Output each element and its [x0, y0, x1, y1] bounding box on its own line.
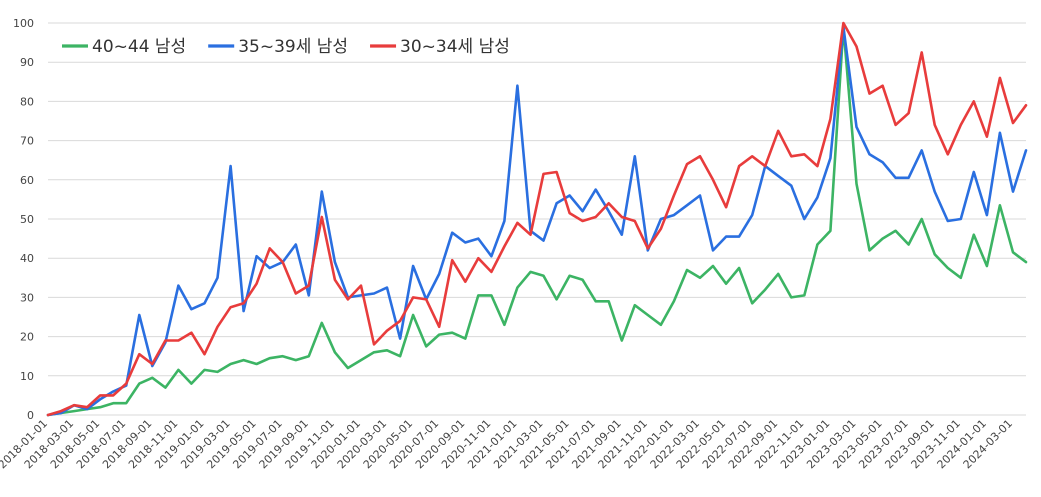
legend: 40~44 남성 35~39세 남성 30~34세 남성	[62, 37, 510, 57]
series-line-1	[48, 27, 1026, 415]
y-tick-label: 60	[20, 174, 34, 187]
x-axis-tick-labels: 2018-01-012018-03-012018-05-012018-07-01…	[0, 417, 1015, 471]
y-tick-label: 10	[20, 370, 34, 383]
y-axis-tick-labels: 0 10 20 30 40 50 60 70 80 90 100	[13, 17, 34, 422]
y-tick-label: 0	[27, 409, 34, 422]
y-tick-label: 70	[20, 135, 34, 148]
y-tick-label: 100	[13, 17, 34, 30]
y-tick-label: 20	[20, 331, 34, 344]
y-tick-label: 40	[20, 252, 34, 265]
y-tick-label: 90	[20, 56, 34, 69]
y-tick-label: 80	[20, 95, 34, 108]
legend-label-2: 30~34세 남성	[400, 37, 510, 57]
gridlines	[48, 23, 1026, 415]
legend-label-0: 40~44 남성	[92, 37, 186, 57]
y-tick-label: 50	[20, 213, 34, 226]
series-line-0	[48, 27, 1026, 415]
legend-label-1: 35~39세 남성	[238, 37, 348, 57]
y-tick-label: 30	[20, 291, 34, 304]
